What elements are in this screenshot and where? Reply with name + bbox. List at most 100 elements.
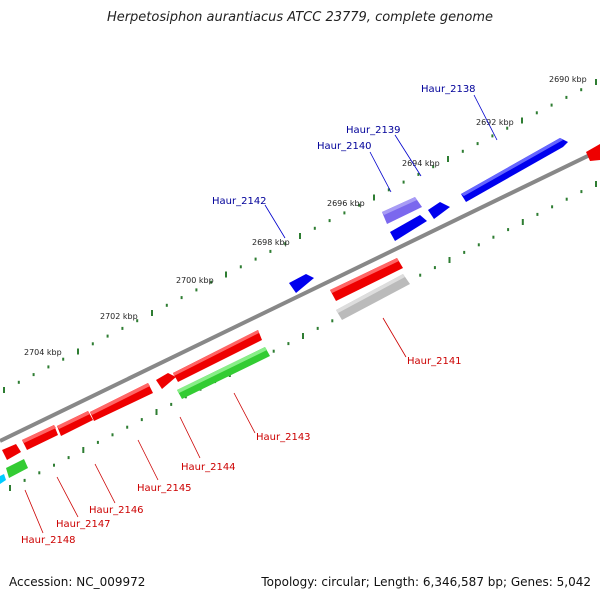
- gene-haur-2143-green[interactable]: [177, 347, 270, 399]
- gene-haur-2138[interactable]: [461, 138, 568, 202]
- outer-tick-18: [269, 249, 272, 253]
- leader-haur-2142: [264, 204, 286, 239]
- scale-label-2704: 2704 kbp: [24, 348, 62, 357]
- outer-tick-5: [77, 348, 79, 355]
- label-haur-2143: Haur_2143: [256, 432, 311, 443]
- outer-tick-14: [210, 280, 213, 284]
- scale-label-2690: 2690 kbp: [549, 75, 587, 84]
- inner-tick-36: [536, 212, 539, 216]
- outer-tick-27: [402, 180, 405, 184]
- gene-haur-2148-green[interactable]: [6, 459, 28, 478]
- gene-haur-2146[interactable]: [57, 411, 93, 436]
- gene-haur-2144[interactable]: [156, 373, 176, 389]
- outer-tick-15: [225, 271, 227, 278]
- inner-tick-21: [316, 326, 319, 330]
- outer-tick-35: [521, 117, 523, 124]
- outer-tick-33: [491, 134, 494, 138]
- inner-tick-7: [111, 433, 114, 437]
- gene-haur-2140-a[interactable]: [382, 197, 422, 224]
- label-haur-2139: Haur_2139: [346, 125, 401, 136]
- inner-tick-30: [448, 257, 451, 263]
- leader-haur-2141: [382, 317, 407, 358]
- gene-grey-pseudogene[interactable]: [336, 274, 410, 320]
- inner-tick-6: [96, 440, 99, 444]
- gene-partial-left-cyan[interactable]: [0, 474, 6, 484]
- gene-haur-2142[interactable]: [289, 274, 314, 293]
- label-haur-2144: Haur_2144: [181, 462, 236, 473]
- outer-tick-37: [550, 103, 553, 107]
- leader-haur-2143: [233, 392, 256, 434]
- outer-tick-8: [121, 326, 124, 330]
- outer-tick-16: [239, 265, 242, 269]
- outer-tick-25: [373, 194, 375, 201]
- outer-tick-2: [32, 373, 35, 377]
- label-haur-2141: Haur_2141: [407, 356, 462, 367]
- inner-tick-8: [126, 425, 129, 429]
- inner-tick-34: [507, 228, 510, 232]
- outer-tick-39: [580, 88, 583, 92]
- outer-tick-36: [535, 111, 538, 115]
- outer-tick-30: [447, 156, 449, 162]
- outer-tick-22: [328, 219, 331, 223]
- outer-tick-23: [343, 211, 346, 215]
- leader-haur-2145: [137, 439, 159, 481]
- inner-tick-29: [433, 266, 436, 270]
- inner-tick-38: [565, 197, 568, 201]
- inner-tick-35: [521, 219, 524, 225]
- label-haur-2138: Haur_2138: [421, 84, 476, 95]
- inner-tick-0: [9, 485, 11, 491]
- inner-tick-28: [419, 273, 422, 277]
- outer-tick-13: [195, 288, 198, 292]
- gene-haur-2141[interactable]: [330, 258, 403, 301]
- gene-haur-2147[interactable]: [22, 425, 58, 450]
- inner-tick-1: [23, 478, 26, 482]
- outer-tick-26: [387, 188, 390, 192]
- leader-haur-2148: [24, 489, 44, 534]
- leader-haur-2147: [56, 476, 79, 518]
- label-haur-2148: Haur_2148: [21, 535, 76, 546]
- inner-tick-11: [170, 402, 173, 406]
- gene-partial-right[interactable]: [586, 144, 600, 161]
- inner-tick-10: [155, 409, 158, 415]
- leader-haur-2146: [94, 463, 116, 504]
- outer-tick-34: [506, 126, 509, 130]
- inner-tick-19: [287, 342, 290, 346]
- scale-label-2698: 2698 kbp: [252, 238, 290, 247]
- outer-tick-28: [417, 172, 420, 176]
- inner-tick-40: [595, 181, 597, 187]
- outer-tick-1: [17, 380, 20, 384]
- outer-tick-24: [358, 203, 361, 207]
- label-haur-2145: Haur_2145: [137, 483, 192, 494]
- accession-text: Accession: NC_009972: [9, 575, 146, 589]
- outer-tick-12: [180, 296, 183, 300]
- outer-tick-10: [151, 310, 153, 316]
- inner-tick-4: [67, 456, 70, 460]
- outer-tick-32: [476, 142, 479, 146]
- leader-haur-2139: [394, 134, 422, 177]
- outer-tick-4: [62, 357, 65, 361]
- genome-backbone: [0, 148, 600, 443]
- outer-tick-9: [136, 319, 139, 323]
- gene-haur-2140-b[interactable]: [390, 215, 427, 241]
- outer-tick-38: [565, 95, 568, 99]
- outer-tick-0: [3, 387, 5, 393]
- gene-haur-2139[interactable]: [428, 202, 450, 219]
- leader-haur-2140: [369, 151, 392, 193]
- outer-tick-6: [91, 342, 94, 346]
- inner-tick-22: [331, 319, 334, 323]
- scale-label-2700: 2700 kbp: [176, 276, 214, 285]
- leader-haur-2138: [473, 94, 498, 141]
- outer-tick-17: [254, 257, 257, 261]
- inner-tick-20: [302, 333, 304, 339]
- scale-label-2694: 2694 kbp: [402, 159, 440, 168]
- gene-haur-2143[interactable]: [173, 330, 262, 382]
- outer-tick-7: [106, 334, 109, 338]
- gene-haur-2148-red[interactable]: [2, 444, 21, 460]
- scale-label-2692: 2692 kbp: [476, 118, 514, 127]
- leader-haur-2144: [179, 416, 201, 459]
- inner-tick-3: [53, 463, 55, 467]
- outer-tick-11: [165, 303, 168, 307]
- gene-haur-2145[interactable]: [90, 383, 153, 421]
